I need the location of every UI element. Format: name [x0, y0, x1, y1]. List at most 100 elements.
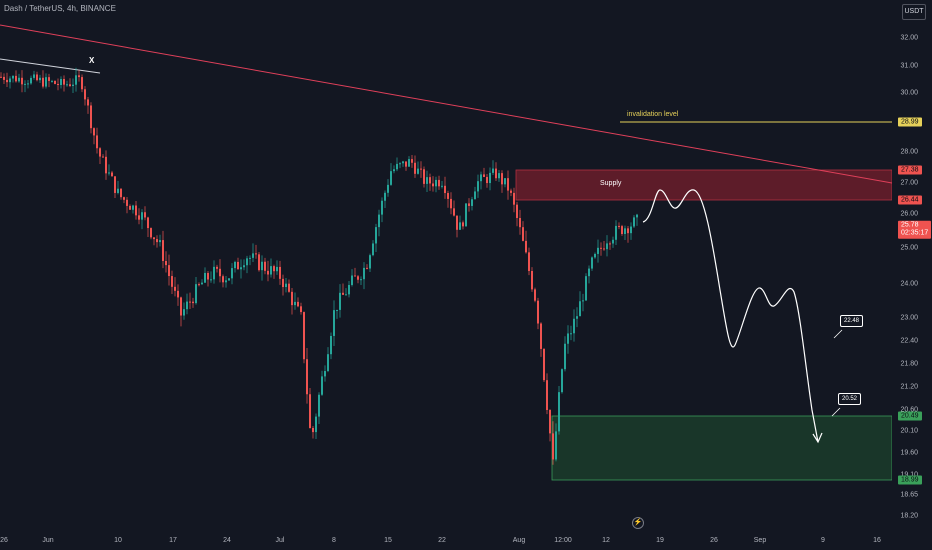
candle-body — [450, 198, 452, 209]
y-tick: 31.00 — [900, 62, 918, 70]
candle-body — [390, 171, 392, 185]
time-axis[interactable]: 26 Jun 10 17 24 Jul 8 15 22 Aug 12:00 12… — [0, 530, 892, 550]
candle-body — [54, 80, 56, 84]
candle-body — [408, 159, 410, 167]
candle-body — [354, 275, 356, 277]
candle-body — [36, 74, 38, 81]
candle-body — [459, 222, 461, 230]
descending-trendline[interactable] — [0, 24, 892, 184]
candle-body — [144, 212, 146, 218]
y-tick: 20.10 — [900, 427, 918, 435]
candle-body — [456, 215, 458, 230]
chart-settings-icon[interactable]: ⚡ — [632, 517, 644, 529]
candle-body — [255, 253, 257, 255]
candle-body — [297, 301, 299, 307]
candle-body — [546, 380, 548, 411]
candle-body — [603, 248, 605, 250]
candle-body — [156, 239, 158, 243]
price-tag-invalidation: 28.99 — [898, 117, 922, 127]
candle-body — [414, 162, 416, 174]
candle-body — [522, 227, 524, 241]
candle-body — [381, 200, 383, 215]
candle-body — [585, 276, 587, 301]
candle-body — [378, 214, 380, 228]
candle-body — [504, 178, 506, 185]
supply-zone[interactable] — [515, 169, 892, 201]
y-tick: 28.00 — [900, 148, 918, 156]
candle-body — [489, 172, 491, 184]
symbol-info[interactable]: Dash / TetherUS, 4h, BINANCE — [4, 4, 116, 13]
x-tick: Sep — [753, 537, 767, 544]
candle-body — [363, 267, 365, 280]
price-axis[interactable]: 32.00 31.00 30.00 28.00 27.00 26.00 25.0… — [892, 0, 932, 550]
supply-label: Supply — [600, 180, 622, 187]
currency-button[interactable]: USDT — [902, 4, 926, 20]
y-tick: 30.00 — [900, 89, 918, 97]
candle-body — [126, 199, 128, 206]
candle-body — [75, 75, 77, 85]
candle-body — [288, 283, 290, 292]
demand-zone[interactable] — [551, 415, 892, 481]
candle-body — [303, 312, 305, 360]
candle-body — [516, 204, 518, 219]
y-tick: 27.00 — [900, 179, 918, 187]
price-tag-demand-bottom: 18.99 — [898, 475, 922, 485]
candle-body — [465, 203, 467, 227]
candle-body — [474, 191, 476, 200]
candle-body — [45, 77, 47, 87]
price-tag-demand-top: 20.49 — [898, 411, 922, 421]
candle-body — [171, 276, 173, 287]
top-trendline[interactable] — [0, 58, 101, 74]
x-tick: Jul — [275, 537, 285, 544]
candle-body — [360, 279, 362, 281]
candle-body — [555, 431, 557, 460]
candle-body — [132, 205, 134, 210]
candlestick-series — [0, 67, 638, 465]
candle-body — [498, 173, 500, 179]
x-tick: 8 — [332, 537, 336, 544]
candle-body — [366, 267, 368, 269]
y-tick: 24.00 — [900, 280, 918, 288]
candle-body — [234, 261, 236, 269]
candle-body — [549, 410, 551, 434]
candle-body — [399, 163, 401, 165]
candle-body — [177, 290, 179, 298]
projection-path — [642, 189, 819, 443]
candle-body — [582, 300, 584, 302]
candle-body — [438, 179, 440, 187]
candle-body — [279, 266, 281, 279]
candle-body — [309, 394, 311, 429]
candle-body — [183, 309, 185, 316]
candle-body — [333, 310, 335, 336]
candle-body — [318, 394, 320, 417]
price-chart[interactable] — [0, 0, 892, 530]
candle-body — [63, 78, 65, 85]
candle-body — [351, 275, 353, 285]
candle-body — [33, 74, 35, 78]
candle-body — [336, 309, 338, 311]
target-bubble-upper: 22.48 — [840, 315, 864, 327]
current-price-value: 25.78 — [901, 221, 919, 229]
y-tick: 21.80 — [900, 360, 918, 368]
candle-body — [246, 258, 248, 266]
candle-body — [630, 226, 632, 234]
candle-body — [252, 253, 254, 258]
candle-body — [51, 80, 53, 82]
candle-body — [435, 179, 437, 187]
candle-body — [66, 84, 68, 86]
x-tick: 12:00 — [554, 537, 572, 544]
candle-body — [123, 197, 125, 200]
candle-body — [564, 343, 566, 370]
candle-body — [447, 193, 449, 199]
y-tick: 32.00 — [900, 34, 918, 42]
candle-body — [588, 268, 590, 277]
candle-body — [159, 240, 161, 243]
candle-body — [537, 300, 539, 324]
candle-body — [81, 77, 83, 90]
candle-body — [324, 371, 326, 377]
invalidation-label: invalidation level — [627, 111, 679, 118]
candle-body — [207, 272, 209, 280]
x-tick: 16 — [873, 537, 881, 544]
bubble-lower-pointer — [831, 407, 841, 417]
candle-body — [261, 261, 263, 271]
